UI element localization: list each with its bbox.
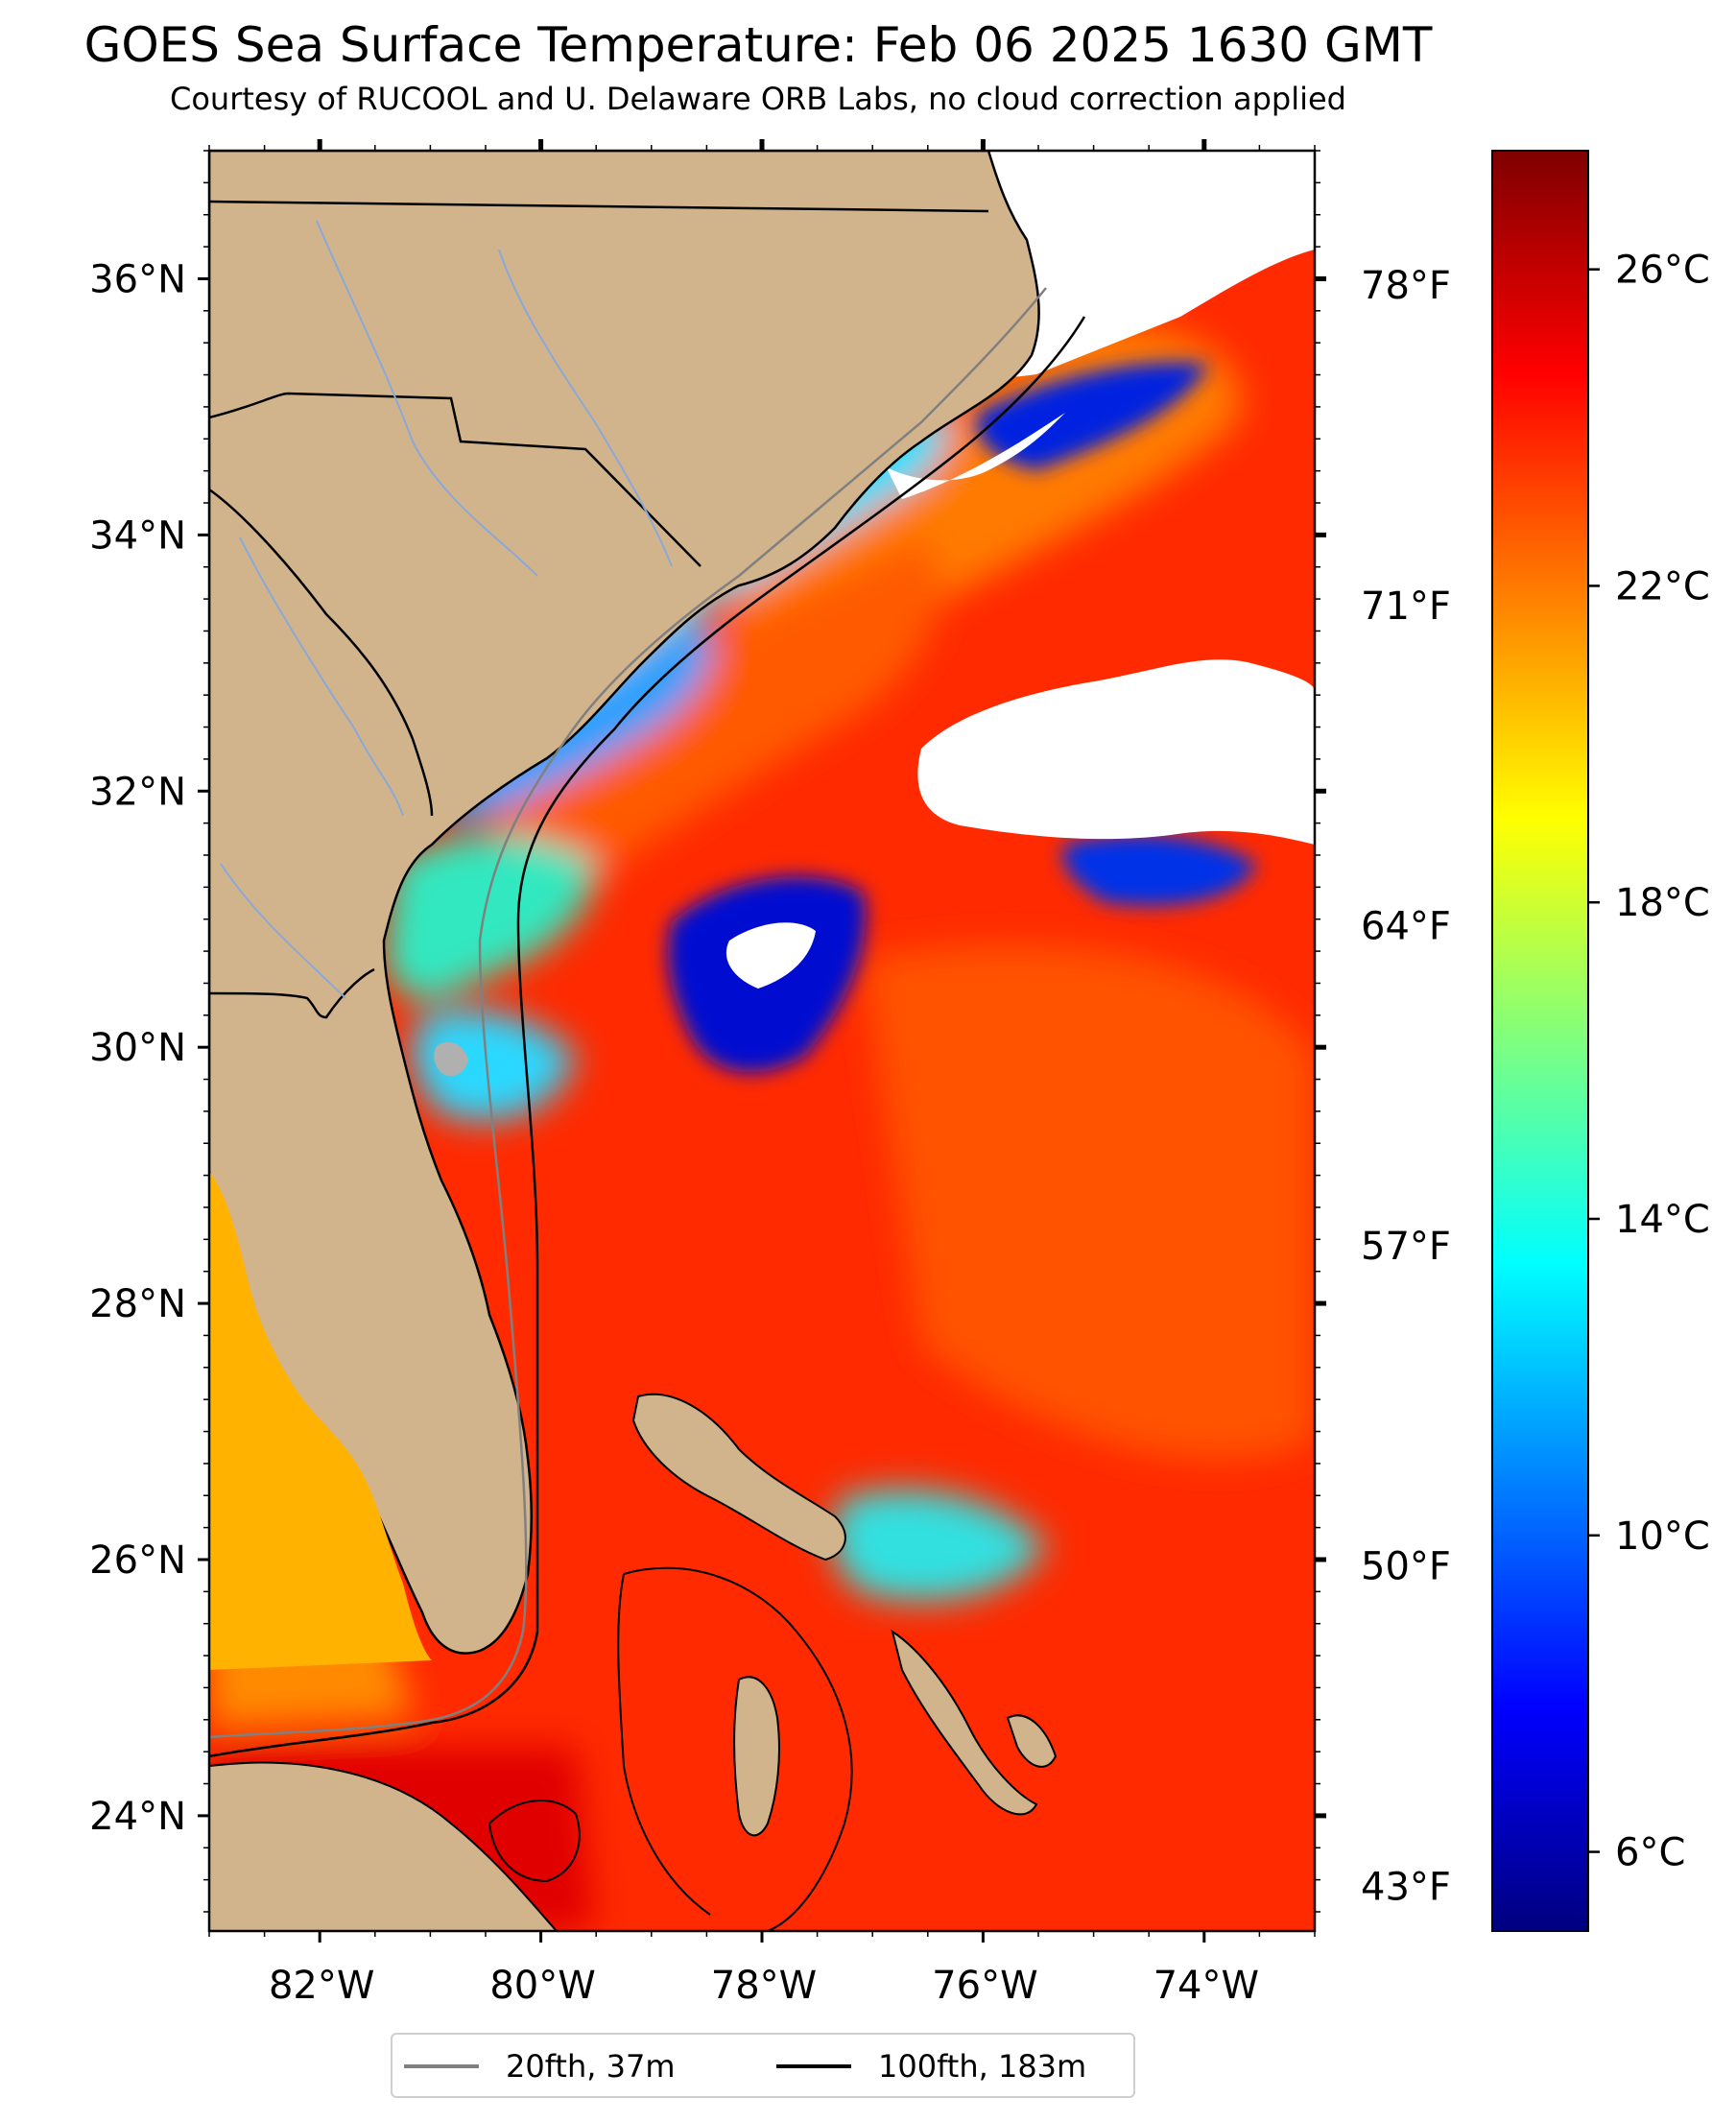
border-va-nc xyxy=(209,200,989,213)
contour-100fth xyxy=(209,316,1086,1758)
lat-tick-label: 32°N xyxy=(89,770,186,814)
legend-item-20fth: 20fth, 37m xyxy=(404,2047,675,2086)
rivers xyxy=(220,220,673,999)
cold-patch-east xyxy=(1062,834,1257,906)
sst-orange-patch xyxy=(864,944,1315,1460)
cloud-east xyxy=(917,659,1315,845)
contour-cay-sal xyxy=(488,1800,581,1883)
land-grand-bahama xyxy=(631,1393,846,1562)
fahrenheit-tick-label: 64°F xyxy=(1361,904,1451,948)
cloud-eddy xyxy=(725,922,816,989)
contour-bahamas-bank xyxy=(617,1566,853,1931)
fahrenheit-tick-label: 57°F xyxy=(1361,1225,1451,1269)
colorbar-tick-label: 22°C xyxy=(1615,564,1710,608)
lon-tick-label: 80°W xyxy=(489,1964,595,2008)
lat-tick-label: 24°N xyxy=(89,1795,186,1839)
gulf-of-mexico-water xyxy=(209,1171,432,1670)
state-borders xyxy=(209,200,989,1019)
fahrenheit-tick-label: 71°F xyxy=(1361,584,1451,629)
shelf-cyan-fl-south xyxy=(412,1010,576,1121)
fahrenheit-tick-label: 43°F xyxy=(1361,1865,1451,1909)
contour-legend: 20fth, 37m 100fth, 183m xyxy=(391,2033,1135,2098)
map-title: GOES Sea Surface Temperature: Feb 06 202… xyxy=(83,17,1433,73)
land-eleuthera xyxy=(891,1629,1038,1816)
legend-label-20fth: 20fth, 37m xyxy=(506,2048,676,2085)
offshore-orange xyxy=(480,537,940,893)
lat-tick-label: 26°N xyxy=(89,1538,186,1583)
legend-item-100fth: 100fth, 183m xyxy=(776,2047,1086,2086)
colorbar-tick-label: 14°C xyxy=(1615,1198,1710,1242)
colorbar-tick-label: 26°C xyxy=(1615,249,1710,293)
river-2 xyxy=(498,249,673,567)
fahrenheit-tick-label: 50°F xyxy=(1361,1545,1451,1589)
legend-label-100fth: 100fth, 183m xyxy=(878,2048,1087,2085)
colorbar-tick-label: 6°C xyxy=(1615,1831,1685,1875)
river-3 xyxy=(239,536,404,817)
land-cat-island xyxy=(1006,1714,1058,1768)
colorbar-tick-label: 18°C xyxy=(1615,881,1710,925)
lake-okeechobee xyxy=(434,1041,468,1077)
land-andros xyxy=(733,1676,780,1837)
lat-tick-label: 36°N xyxy=(89,257,186,301)
border-sc-ga xyxy=(209,488,434,817)
lon-tick-label: 74°W xyxy=(1153,1964,1259,2008)
lat-tick-label: 30°N xyxy=(89,1026,186,1070)
map-area xyxy=(209,151,1315,1931)
river-4 xyxy=(220,863,346,999)
colorbar: 6°C 10°C 14°C 18°C 22°C 26°C xyxy=(1491,150,1710,1932)
cold-shelf-nc xyxy=(977,362,1209,470)
axis-ticks: 24°N 26°N 28°N 30°N 32°N 34°N 36°N 82°W 80°W 78°W… xyxy=(89,139,1451,2008)
lon-tick-label: 76°W xyxy=(932,1964,1037,2008)
bahamas-cyan-patch xyxy=(831,1490,1046,1601)
legend-line-20fth xyxy=(404,2064,479,2068)
border-nc-sc xyxy=(209,392,702,567)
shelf-teal-fl xyxy=(384,835,595,1000)
lon-tick-label: 78°W xyxy=(711,1964,817,2008)
legend-line-100fth xyxy=(776,2064,851,2068)
fahrenheit-tick-label: 78°F xyxy=(1361,264,1451,308)
colorbar-rect xyxy=(1491,150,1589,1932)
lat-tick-label: 28°N xyxy=(89,1282,186,1326)
lon-tick-label: 82°W xyxy=(269,1964,374,2008)
map-subtitle: Courtesy of RUCOOL and U. Delaware ORB L… xyxy=(170,81,1346,117)
river-1 xyxy=(316,220,538,577)
lat-tick-label: 34°N xyxy=(89,513,186,558)
land-cuba xyxy=(209,1761,559,1931)
border-ga-fl xyxy=(209,967,375,1019)
contour-20fth xyxy=(209,287,1047,1739)
colorbar-tick-label: 10°C xyxy=(1615,1514,1710,1559)
